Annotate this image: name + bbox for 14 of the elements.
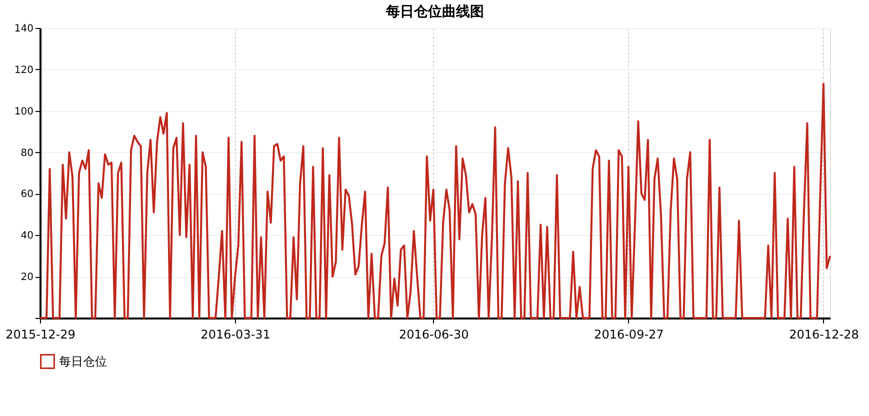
x-tick-label: 2016-12-28 [789, 328, 859, 342]
y-tick-label: 140 [14, 24, 34, 34]
x-tick-label: 2015-12-29 [6, 328, 76, 342]
y-tick-label: 40 [20, 230, 34, 242]
y-tick-label: 60 [20, 189, 34, 200]
x-tick-label: 2016-03-31 [200, 328, 270, 342]
x-tick-label: 2016-06-30 [399, 328, 469, 342]
chart-title: 每日仓位曲线图 [385, 4, 484, 20]
y-tick-label: 80 [20, 148, 34, 159]
y-tick-label: 100 [14, 106, 34, 118]
y-tick-label: 120 [14, 64, 34, 76]
x-tick-label: 2016-09-27 [594, 328, 664, 342]
y-tick-label: 20 [20, 272, 34, 284]
legend-label: 每日仓位 [59, 354, 107, 368]
